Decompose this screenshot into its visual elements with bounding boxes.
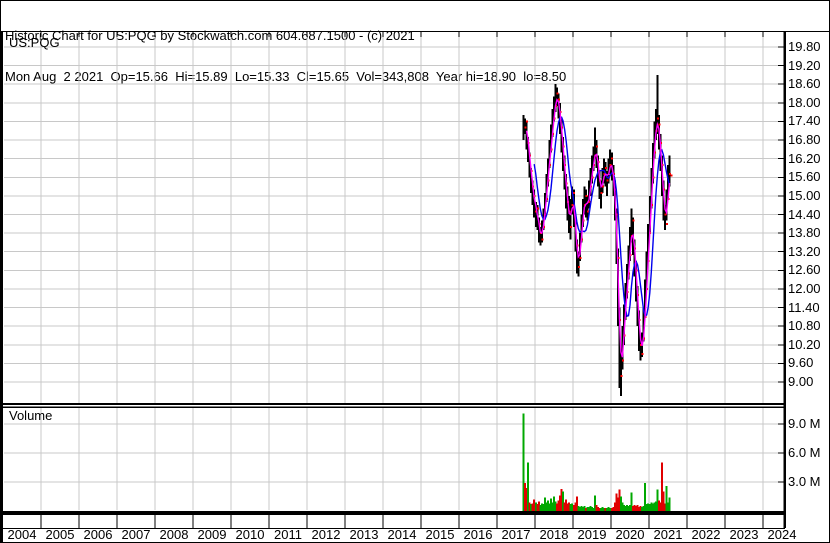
year-tick-label: 2008 [159,527,189,542]
symbol-label: US:PQG [9,35,60,50]
price-tick-label: 13.20 [788,244,821,259]
year-tick-label: 2011 [274,527,302,542]
price-tick-label: 18.60 [788,76,821,91]
price-tick-label: 15.00 [788,188,821,203]
year-tick-label: 2004 [7,527,37,542]
chart-title-line: Historic Chart for US:PQG by Stockwatch.… [5,28,415,43]
price-tick-label: 19.80 [788,39,821,54]
year-tick-label: 2024 [767,527,797,542]
year-tick-label: 2014 [387,527,417,542]
year-tick-label: 2005 [45,527,75,542]
price-tick-label: 12.60 [788,262,821,277]
price-tick-label: 10.80 [788,318,821,333]
price-tick-label: 12.00 [788,281,821,296]
year-tick-label: 2022 [691,527,721,542]
price-tick-label: 15.60 [788,169,821,184]
year-tick-label: 2021 [653,527,683,542]
year-tick-label: 2019 [577,527,607,542]
year-tick-label: 2023 [729,527,759,542]
price-tick-label: 17.40 [788,113,821,128]
volume-tick-label: 3.0 M [788,474,821,489]
price-tick-label: 10.20 [788,337,821,352]
year-tick-label: 2006 [83,527,113,542]
year-tick-label: 2010 [235,527,265,542]
volume-panel-label: Volume [9,408,53,423]
year-tick-label: 2007 [121,527,151,542]
chart-header: Historic Chart for US:PQG by Stockwatch.… [5,2,566,110]
year-tick-label: 2020 [615,527,645,542]
price-tick-label: 9.00 [788,374,814,389]
year-tick-label: 2015 [425,527,455,542]
year-tick-label: 2018 [539,527,569,542]
price-tick-label: 11.40 [788,300,820,315]
year-tick-label: 2017 [501,527,531,542]
price-tick-label: 19.20 [788,58,821,73]
year-tick-label: 2016 [463,527,493,542]
price-tick-label: 16.20 [788,151,821,166]
year-tick-label: 2012 [311,527,341,542]
year-tick-label: 2009 [197,527,227,542]
price-tick-label: 18.00 [788,95,821,110]
price-tick-label: 9.60 [788,355,814,370]
price-tick-label: 13.80 [788,225,821,240]
price-tick-label: 16.80 [788,132,821,147]
volume-tick-label: 9.0 M [788,416,821,431]
volume-tick-label: 6.0 M [788,445,821,460]
price-tick-label: 14.40 [788,207,821,222]
quote-summary-line: Mon Aug 2 2021 Op=15.66 Hi=15.89 Lo=15.3… [5,68,567,84]
year-tick-label: 2013 [349,527,379,542]
